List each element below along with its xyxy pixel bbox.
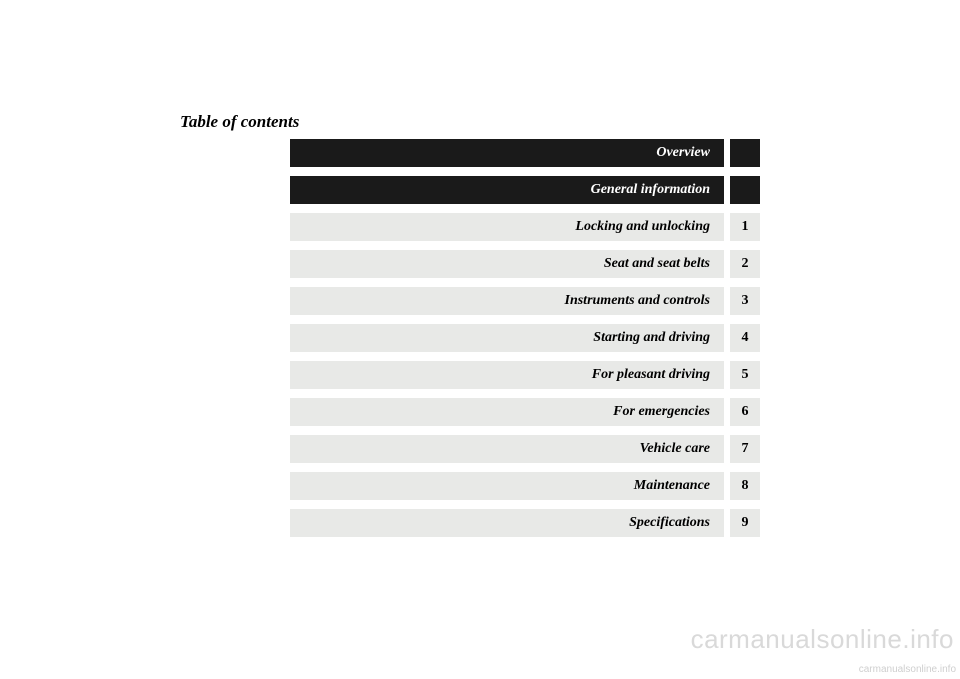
toc-tab: 5 [730, 361, 760, 389]
toc-tab: 6 [730, 398, 760, 426]
toc-row-locking: Locking and unlocking 1 [290, 213, 760, 241]
toc-tab [730, 139, 760, 167]
toc-row-vehicle-care: Vehicle care 7 [290, 435, 760, 463]
toc-row-seat: Seat and seat belts 2 [290, 250, 760, 278]
toc-row-emergencies: For emergencies 6 [290, 398, 760, 426]
toc-tab: 7 [730, 435, 760, 463]
watermark-small: carmanualsonline.info [859, 664, 956, 675]
toc-title: Table of contents [180, 112, 299, 132]
document-page: Table of contents Overview General infor… [0, 0, 960, 679]
toc-tab [730, 176, 760, 204]
toc-label: Locking and unlocking [290, 213, 724, 241]
toc-row-pleasant: For pleasant driving 5 [290, 361, 760, 389]
watermark-large: carmanualsonline.info [691, 624, 954, 655]
toc-tab: 3 [730, 287, 760, 315]
toc-label: Overview [290, 139, 724, 167]
toc-label: Specifications [290, 509, 724, 537]
toc-label: Instruments and controls [290, 287, 724, 315]
toc-row-overview: Overview [290, 139, 760, 167]
toc-label: General information [290, 176, 724, 204]
toc-row-general: General information [290, 176, 760, 204]
toc-row-starting: Starting and driving 4 [290, 324, 760, 352]
toc-tab: 4 [730, 324, 760, 352]
toc-row-specifications: Specifications 9 [290, 509, 760, 537]
toc-tab: 8 [730, 472, 760, 500]
toc-label: For emergencies [290, 398, 724, 426]
toc-row-maintenance: Maintenance 8 [290, 472, 760, 500]
toc-tab: 2 [730, 250, 760, 278]
toc-label: For pleasant driving [290, 361, 724, 389]
toc-label: Vehicle care [290, 435, 724, 463]
toc-list: Overview General information Locking and… [290, 139, 760, 546]
toc-label: Seat and seat belts [290, 250, 724, 278]
toc-tab: 9 [730, 509, 760, 537]
toc-label: Maintenance [290, 472, 724, 500]
toc-tab: 1 [730, 213, 760, 241]
toc-label: Starting and driving [290, 324, 724, 352]
toc-row-instruments: Instruments and controls 3 [290, 287, 760, 315]
